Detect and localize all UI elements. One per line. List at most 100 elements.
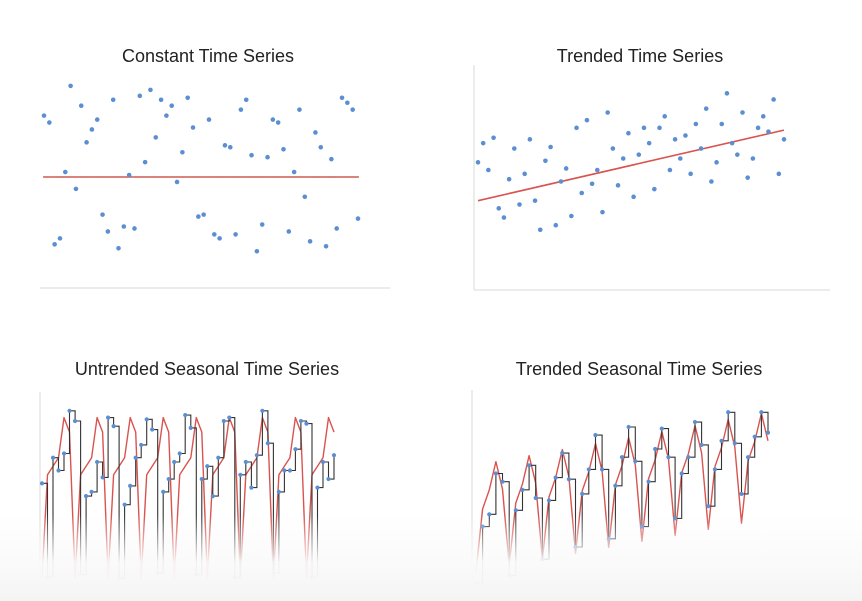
data-point [249, 152, 254, 158]
panel-trended-seasonal: Trended Seasonal Time Series [471, 359, 771, 595]
fit-marker [294, 175, 297, 179]
data-point [122, 502, 127, 507]
data-point [520, 487, 525, 492]
fit-marker [189, 175, 192, 179]
fit-marker [283, 175, 286, 179]
data-point [677, 156, 683, 161]
data-point [188, 425, 193, 430]
fit-marker [335, 175, 339, 179]
fit-marker [116, 175, 119, 179]
data-point [180, 149, 185, 155]
data-point [106, 415, 111, 420]
fit-line-constant [42, 175, 360, 179]
data-point [345, 100, 350, 106]
fit-marker [173, 175, 176, 179]
data-point [249, 485, 254, 490]
data-point [265, 154, 270, 160]
data-point [493, 471, 499, 476]
data-point [158, 97, 164, 103]
data-point [553, 475, 558, 480]
points-constant [41, 83, 361, 254]
data-point [302, 194, 308, 200]
fit-marker [184, 175, 187, 179]
data-point [480, 524, 485, 529]
data-point [619, 455, 625, 460]
data-point [646, 140, 652, 146]
data-point [500, 479, 505, 484]
series-trended-seasonal [473, 410, 771, 586]
data-point [605, 110, 610, 115]
chart-title-constant: Constant Time Series [122, 46, 294, 66]
data-point [646, 479, 651, 484]
data-point [600, 209, 605, 215]
data-point [589, 181, 595, 187]
data-point [580, 491, 585, 497]
data-point [739, 491, 744, 497]
data-point [719, 121, 725, 127]
data-point [238, 107, 244, 112]
data-point [558, 179, 564, 184]
data-point [137, 93, 143, 99]
data-point [153, 135, 159, 140]
data-point [50, 455, 56, 460]
data-point [706, 504, 711, 509]
data-point [94, 459, 100, 465]
data-point [329, 156, 334, 162]
data-point [740, 110, 745, 115]
fit-marker [178, 175, 182, 179]
data-point [227, 415, 232, 420]
fit-marker [341, 175, 344, 179]
fit-marker [299, 175, 302, 179]
data-point [67, 408, 72, 413]
data-point [132, 226, 137, 231]
data-point [206, 117, 212, 122]
data-point [144, 417, 149, 422]
data-point [486, 167, 491, 173]
data-point [759, 410, 764, 415]
data-point [254, 248, 260, 254]
data-point [584, 117, 590, 123]
data-point [496, 206, 502, 211]
data-point [615, 183, 621, 188]
data-point [760, 114, 766, 119]
data-point [653, 446, 658, 452]
fit-marker [74, 175, 77, 179]
data-point [480, 140, 486, 146]
data-point [183, 412, 188, 418]
data-point [172, 459, 177, 465]
data-point [169, 103, 175, 109]
data-point [553, 222, 559, 228]
data-point [709, 179, 714, 184]
fit-marker [278, 175, 281, 179]
fit-marker [257, 175, 260, 179]
points-trended [475, 91, 787, 233]
data-point [291, 169, 297, 175]
data-point [569, 213, 574, 219]
data-point [166, 476, 171, 482]
data-point [205, 464, 210, 469]
data-point [491, 135, 496, 141]
data-point [686, 455, 691, 460]
data-point [667, 167, 673, 173]
data-point [506, 176, 512, 182]
data-point [286, 229, 292, 234]
data-point [672, 137, 678, 142]
data-point [190, 125, 196, 130]
data-point [699, 442, 704, 448]
data-point [781, 137, 787, 142]
data-point [221, 418, 226, 424]
data-point [698, 146, 704, 151]
data-point [304, 421, 309, 426]
data-point [626, 130, 631, 136]
data-point [766, 129, 771, 134]
fit-marker [315, 175, 318, 179]
fit-marker [346, 175, 349, 179]
data-point [735, 152, 740, 157]
data-point [626, 424, 631, 430]
data-point [573, 544, 578, 550]
data-point [659, 426, 664, 431]
data-point [199, 476, 204, 482]
fit-marker [220, 175, 224, 179]
fit-marker [131, 175, 135, 179]
data-point [636, 152, 642, 157]
